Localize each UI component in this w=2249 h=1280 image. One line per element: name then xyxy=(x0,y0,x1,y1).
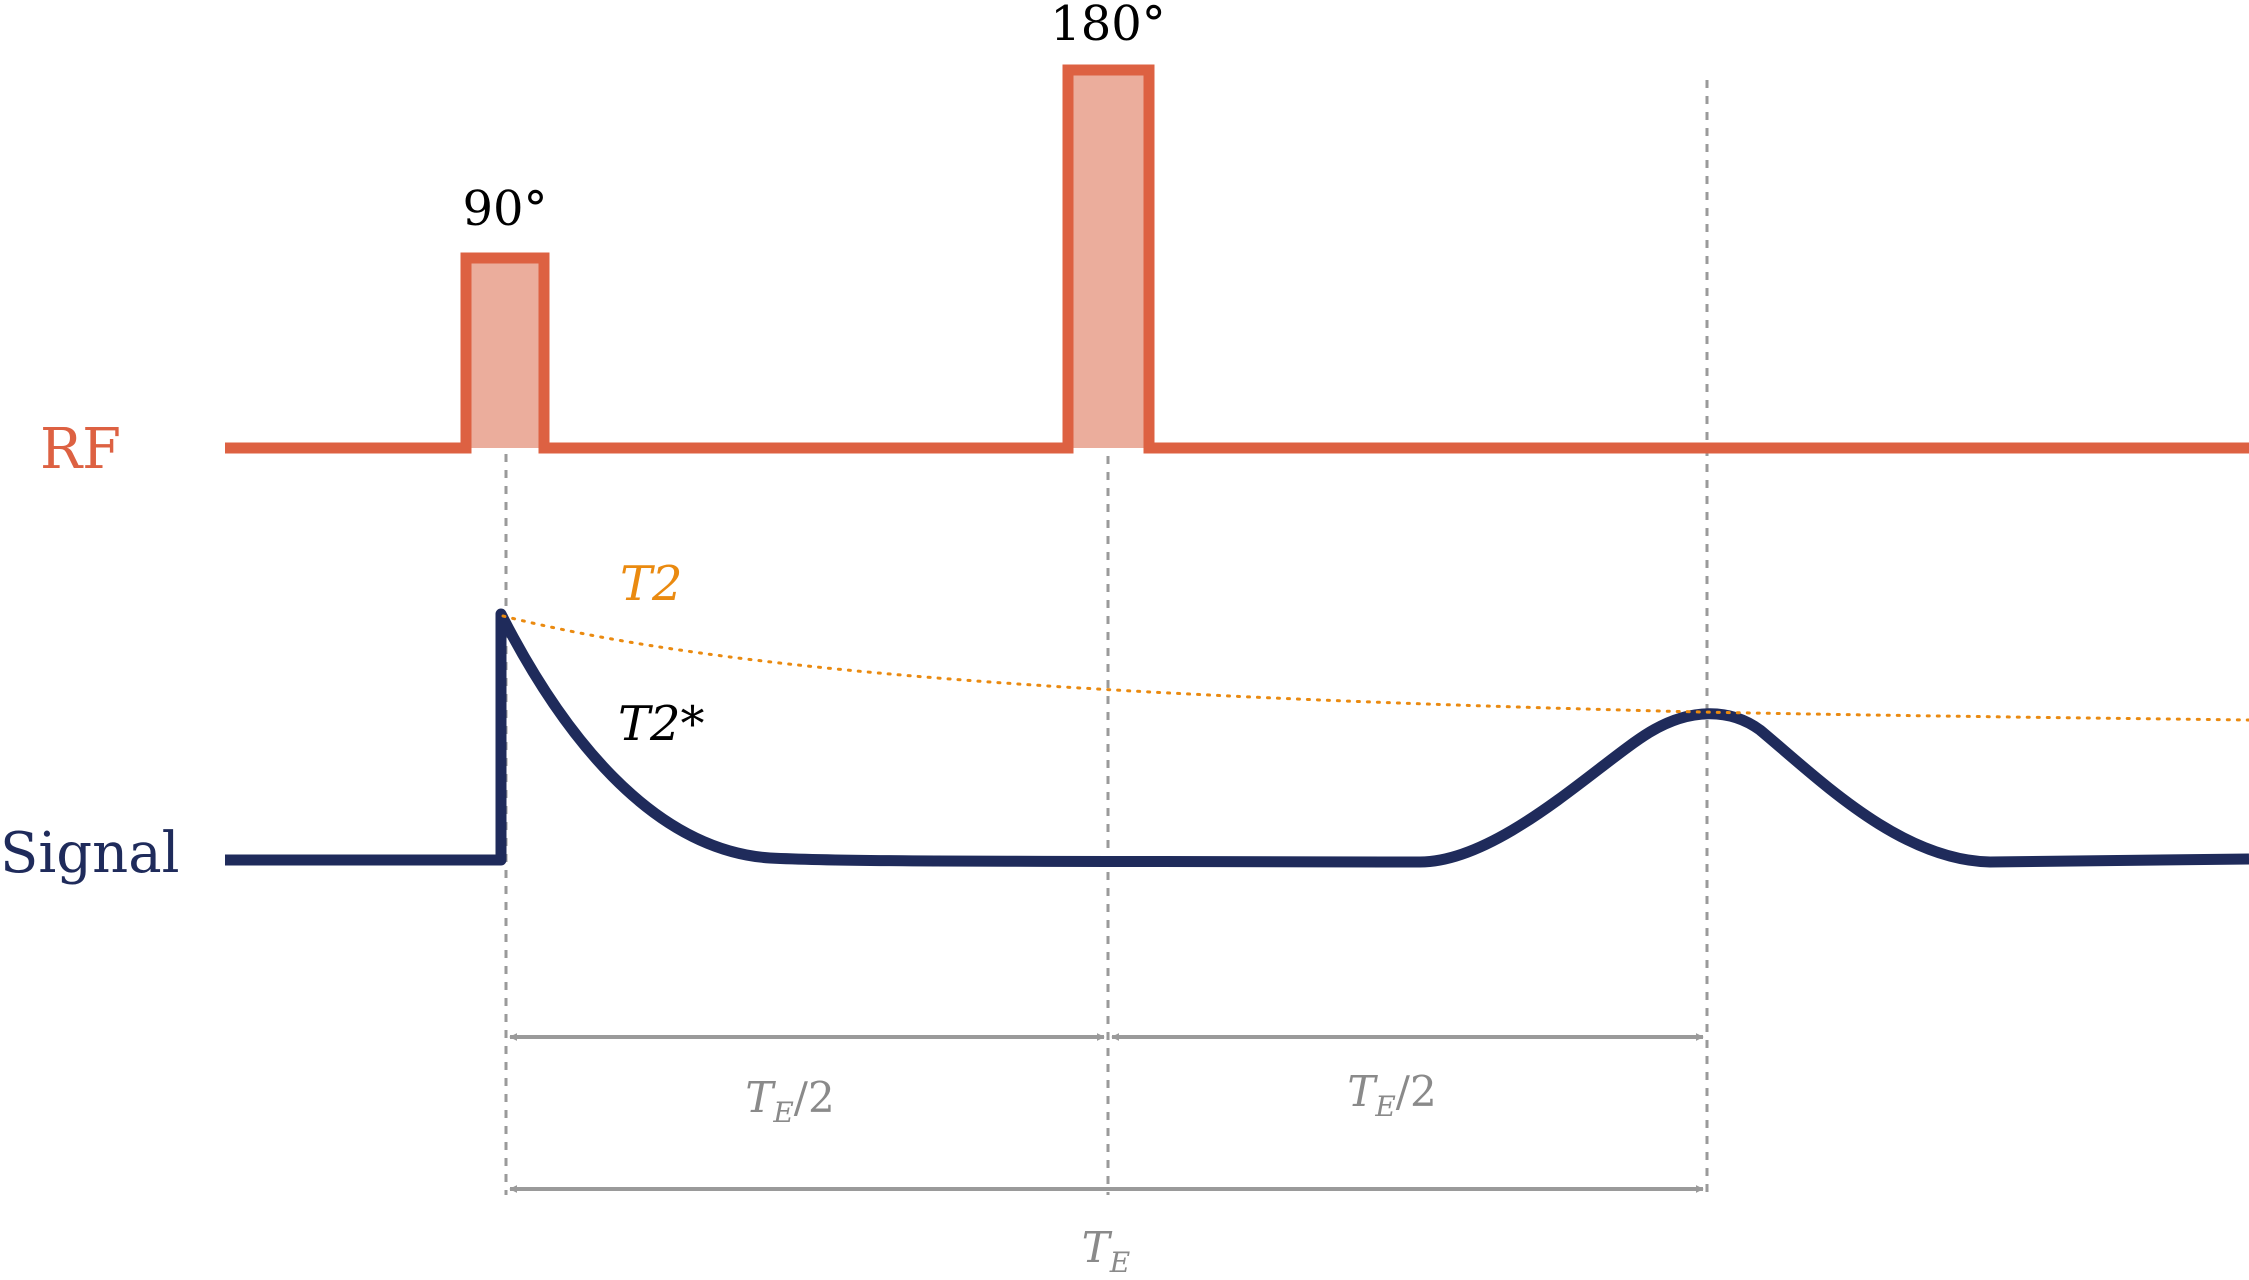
half-te-left-sub: E xyxy=(772,1096,793,1129)
half-te-left-label: TE/2 xyxy=(745,1073,834,1129)
t2-label: T2 xyxy=(620,556,683,612)
pulse-180-label: 180° xyxy=(1050,0,1166,52)
rf-trace xyxy=(225,64,2249,454)
half-te-left-tail: /2 xyxy=(794,1073,835,1122)
t2-star-label: T2* xyxy=(618,696,705,752)
half-te-right-tail: /2 xyxy=(1396,1067,1437,1116)
signal-label: Signal xyxy=(0,821,179,886)
half-te-right-label: TE/2 xyxy=(1347,1067,1436,1123)
te-main: T xyxy=(1082,1223,1113,1272)
half-te-right-sub: E xyxy=(1374,1090,1395,1123)
pulse-90-fill xyxy=(469,261,541,448)
te-sub: E xyxy=(1109,1246,1130,1279)
te-label: TE xyxy=(1082,1223,1130,1279)
pulse-90-label: 90° xyxy=(462,181,547,237)
rf-label: RF xyxy=(40,417,121,482)
half-te-left-main: T xyxy=(745,1073,776,1122)
half-te-right-main: T xyxy=(1347,1067,1378,1116)
t2-envelope xyxy=(501,614,2249,722)
signal-trace xyxy=(225,608,2249,868)
pulse-180-fill xyxy=(1071,73,1146,448)
